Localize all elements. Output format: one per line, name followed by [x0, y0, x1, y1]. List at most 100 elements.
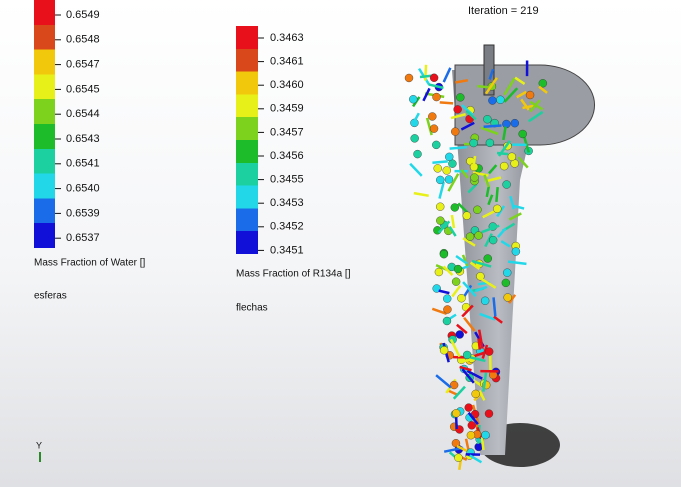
sphere	[440, 250, 448, 258]
sphere	[526, 91, 534, 99]
legend-label: 0.3457	[270, 126, 304, 138]
legend-title: Mass Fraction of R134a []	[236, 269, 351, 280]
sphere	[468, 421, 476, 429]
sphere	[463, 212, 471, 220]
legend-label: 0.6543	[66, 133, 100, 145]
legend-label: 0.3452	[270, 221, 304, 233]
sphere	[485, 348, 493, 356]
legend-subtitle: esferas	[34, 291, 67, 302]
sphere	[486, 139, 494, 147]
legend-subtitle: flechas	[236, 303, 268, 314]
sphere	[434, 164, 442, 172]
sphere	[475, 231, 483, 239]
legend-title: Mass Fraction of Water []	[34, 258, 146, 269]
legend-label: 0.6539	[66, 207, 100, 219]
arrow	[494, 297, 496, 316]
sphere	[435, 268, 443, 276]
sphere	[430, 74, 438, 82]
sphere	[436, 203, 444, 211]
sphere	[452, 278, 460, 286]
legend-label: 0.3451	[270, 244, 304, 256]
sphere	[493, 205, 501, 213]
arrow	[478, 339, 479, 350]
sphere	[463, 351, 471, 359]
sphere	[405, 74, 413, 82]
sphere	[445, 153, 453, 161]
sphere	[466, 233, 474, 241]
legend-label: 0.3459	[270, 103, 304, 115]
sphere	[502, 279, 510, 287]
sphere	[411, 134, 419, 142]
legend-label: 0.3453	[270, 197, 304, 209]
sphere	[500, 162, 508, 170]
sphere	[457, 294, 465, 302]
legend-label: 0.3463	[270, 32, 304, 44]
arrow	[432, 161, 447, 162]
sphere	[470, 174, 478, 182]
sphere	[488, 97, 496, 105]
color-bar	[34, 0, 55, 248]
sphere	[432, 141, 440, 149]
legend-label: 0.3460	[270, 79, 304, 91]
sphere	[433, 93, 441, 101]
sphere	[519, 130, 527, 138]
sphere	[473, 206, 481, 214]
legend-label: 0.6537	[66, 232, 100, 244]
sphere	[467, 431, 475, 439]
sphere	[451, 128, 459, 136]
sphere	[450, 381, 458, 389]
legend-label: 0.3456	[270, 150, 304, 162]
legend-label: 0.3461	[270, 56, 304, 68]
arrow	[440, 102, 453, 103]
sphere	[465, 404, 473, 412]
sphere	[409, 95, 417, 103]
color-bar	[236, 26, 258, 254]
sphere	[454, 265, 462, 273]
sphere	[443, 317, 451, 325]
sphere	[472, 390, 480, 398]
arrow	[425, 65, 426, 81]
legend-label: 0.6541	[66, 158, 100, 170]
arrow	[496, 187, 497, 202]
sphere	[481, 297, 489, 305]
sphere	[436, 176, 444, 184]
legend-label: 0.6545	[66, 83, 100, 95]
legend-label: 0.6544	[66, 108, 100, 120]
sphere	[456, 330, 464, 338]
sphere	[430, 125, 438, 133]
sphere	[508, 153, 516, 161]
axis-label: Y	[36, 440, 42, 450]
arrow	[450, 147, 467, 148]
sphere	[436, 217, 444, 225]
viewport: Iteration = 219 Y 0.6549 0.6548 0.6547 0.65…	[0, 0, 681, 487]
sphere	[454, 454, 462, 462]
sphere	[504, 293, 512, 301]
legend-label: 0.6540	[66, 183, 100, 195]
background	[0, 0, 681, 487]
arrow	[497, 153, 508, 154]
arrow	[484, 125, 502, 126]
iteration: Iteration = 219	[468, 5, 539, 17]
sphere	[503, 269, 511, 277]
sphere	[483, 115, 491, 123]
sphere	[454, 105, 462, 113]
legend-label: 0.3455	[270, 174, 304, 186]
sphere	[443, 166, 451, 174]
sphere	[470, 139, 478, 147]
sphere	[445, 175, 453, 183]
legend-label: 0.6547	[66, 59, 100, 71]
sphere	[414, 150, 422, 158]
legend-label: 0.6549	[66, 9, 100, 21]
sphere	[451, 203, 459, 211]
sphere	[496, 96, 504, 104]
sphere	[481, 431, 489, 439]
sphere	[475, 443, 483, 451]
sphere	[485, 410, 493, 418]
legend-label: 0.6548	[66, 34, 100, 46]
sphere	[503, 181, 511, 189]
sphere	[443, 295, 451, 303]
sphere	[489, 236, 497, 244]
sphere	[428, 112, 436, 120]
sphere	[440, 346, 448, 354]
sphere	[443, 305, 451, 313]
